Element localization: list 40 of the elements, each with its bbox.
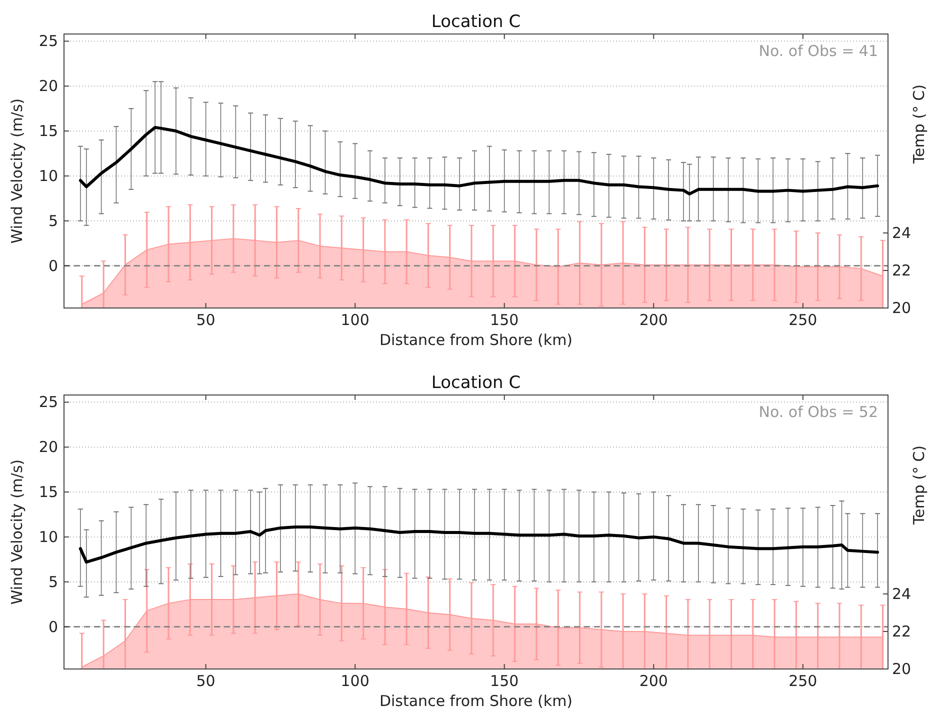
y2-tick-label: 22 [892,261,912,280]
line-series [78,526,880,564]
annotation: No. of Obs = 52 [758,403,878,421]
chart-title: Location C [431,12,521,32]
x-tick-label: 200 [639,672,668,690]
x-tick-label: 250 [788,311,818,329]
x-tick-label: 50 [196,672,216,690]
y-tick-label: 20 [38,438,58,456]
x-tick-label: 100 [340,311,370,329]
y-tick-label: 5 [48,212,58,230]
y2-tick-label: 20 [892,660,912,678]
y-tick-label: 10 [38,528,58,546]
chart-title: Location C [431,373,521,393]
x-axis-title: Distance from Shore (km) [379,692,573,710]
y-tick-label: 25 [38,393,58,412]
x-tick-label: 200 [639,311,668,329]
y-tick-label: 15 [38,122,58,140]
y2-axis-title: Temp (° C) [910,84,928,165]
y-tick-label: 5 [48,572,58,591]
y2-tick-label: 20 [892,299,912,317]
y2-tick-label: 22 [892,622,912,640]
x-tick-label: 150 [490,672,519,690]
y-tick-label: 10 [38,166,58,185]
annotation: No. of Obs = 41 [758,42,878,60]
x-tick-label: 250 [788,672,818,690]
y-tick-label: 20 [38,77,58,96]
y2-axis-title: Temp (° C) [910,445,928,526]
y-tick-label: 15 [38,483,58,502]
x-tick-label: 50 [196,311,216,329]
y-axis-title: Wind Velocity (m/s) [8,98,26,244]
y-axis-title: Wind Velocity (m/s) [8,459,26,605]
line-series [78,126,880,196]
y-tick-label: 25 [38,32,58,50]
y2-tick-label: 24 [892,224,912,242]
y-tick-label: 0 [48,618,58,636]
y2-tick-label: 24 [892,584,912,603]
x-tick-label: 150 [490,311,519,329]
x-tick-label: 100 [340,672,370,690]
y-tick-label: 0 [48,256,58,275]
x-axis-title: Distance from Shore (km) [379,331,573,349]
